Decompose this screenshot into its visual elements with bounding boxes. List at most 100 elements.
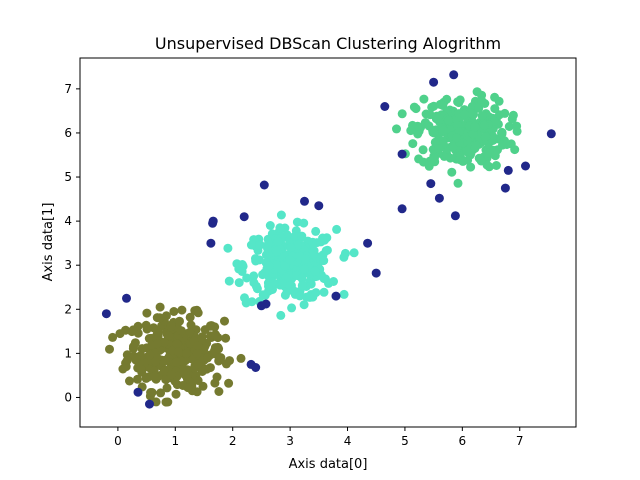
cluster-2-point xyxy=(319,287,329,297)
noise-point xyxy=(426,179,436,189)
cluster-2-point xyxy=(242,273,252,283)
y-tick-label: 3 xyxy=(64,258,72,272)
cluster-1-point xyxy=(142,308,152,318)
noise-point xyxy=(500,183,510,193)
cluster-2-point xyxy=(272,260,282,270)
cluster-2-point xyxy=(246,240,256,250)
cluster-3-point xyxy=(491,161,501,170)
cluster-1-point xyxy=(142,324,152,334)
cluster-1-point xyxy=(136,364,146,374)
x-tick-label: 7 xyxy=(516,434,524,448)
noise-point xyxy=(206,238,216,248)
noise-point xyxy=(133,387,143,397)
cluster-2-point xyxy=(299,300,309,310)
cluster-1-point xyxy=(225,356,234,366)
cluster-1-point xyxy=(183,383,193,393)
cluster-1-point xyxy=(155,302,165,312)
x-tick-label: 5 xyxy=(401,434,409,448)
cluster-2-point xyxy=(310,266,320,276)
cluster-2-point xyxy=(237,267,247,276)
y-tick-label: 1 xyxy=(64,346,72,360)
cluster-2-point xyxy=(273,237,283,246)
cluster-2-point xyxy=(297,231,307,241)
cluster-2-point xyxy=(275,223,285,233)
cluster-2-point xyxy=(319,274,329,283)
cluster-2-point xyxy=(254,240,264,250)
noise-point xyxy=(208,216,218,226)
cluster-1-point xyxy=(166,322,176,332)
cluster-2-point xyxy=(299,218,309,228)
cluster-3-point xyxy=(512,121,522,131)
cluster-1-point xyxy=(138,344,147,354)
cluster-3-point xyxy=(490,92,500,102)
cluster-2-point xyxy=(264,281,273,291)
cluster-3-point xyxy=(453,178,463,188)
cluster-2-point xyxy=(287,303,297,313)
cluster-1-point xyxy=(224,378,234,388)
cluster-1-point xyxy=(193,359,203,369)
cluster-3-point xyxy=(414,154,424,164)
cluster-3-point xyxy=(508,110,518,120)
cluster-2-point xyxy=(276,210,286,220)
cluster-1-point xyxy=(220,316,229,326)
cluster-3-point xyxy=(466,162,476,172)
cluster-1-point xyxy=(169,307,179,316)
chart-title: Unsupervised DBScan Clustering Alogrithm xyxy=(155,34,501,53)
cluster-3-point xyxy=(458,156,468,166)
cluster-3-point xyxy=(452,133,461,143)
cluster-3-point xyxy=(424,161,434,171)
noise-point xyxy=(450,211,460,221)
cluster-3-point xyxy=(445,153,455,163)
cluster-2-point xyxy=(223,243,233,253)
cluster-2-point xyxy=(316,237,326,247)
noise-point xyxy=(101,309,111,319)
cluster-1-point xyxy=(105,344,114,354)
x-tick-label: 1 xyxy=(171,434,179,448)
cluster-3-point xyxy=(406,126,416,136)
noise-point xyxy=(449,70,459,80)
noise-point xyxy=(300,196,309,206)
cluster-2-point xyxy=(281,272,291,282)
cluster-1-point xyxy=(175,316,184,326)
cluster-1-point xyxy=(192,349,202,358)
noise-point xyxy=(397,149,407,159)
cluster-3-point xyxy=(471,141,481,151)
cluster-3-point xyxy=(490,104,500,114)
plot-frame xyxy=(79,57,577,428)
cluster-2-point xyxy=(290,232,299,241)
cluster-2-point xyxy=(280,261,290,271)
cluster-1-point xyxy=(193,308,203,318)
cluster-1-point xyxy=(162,383,172,393)
cluster-2-point xyxy=(264,261,274,271)
cluster-2-point xyxy=(265,221,275,230)
cluster-1-point xyxy=(131,354,141,364)
cluster-3-point xyxy=(443,115,453,125)
cluster-1-point xyxy=(129,342,138,351)
cluster-3-point xyxy=(439,125,448,135)
cluster-1-point xyxy=(213,333,223,343)
cluster-3-point xyxy=(479,120,489,130)
noise-point xyxy=(503,165,513,175)
cluster-3-point xyxy=(460,109,469,119)
cluster-2-point xyxy=(263,243,272,253)
y-axis: 0 1 2 3 4 5 6 7 xyxy=(64,82,80,404)
cluster-2-point xyxy=(297,274,307,283)
cluster-1-point xyxy=(193,341,203,351)
cluster-2-point xyxy=(247,297,257,307)
cluster-3-point xyxy=(510,145,520,155)
cluster-3-point xyxy=(504,122,514,131)
cluster-3-point xyxy=(448,142,458,152)
cluster-3-point xyxy=(418,145,428,155)
cluster-1-point xyxy=(145,350,155,360)
cluster-2-point xyxy=(224,276,234,286)
cluster-2-point xyxy=(349,248,359,258)
cluster-1-point xyxy=(206,321,215,331)
cluster-2-point xyxy=(286,243,296,253)
cluster-2-point xyxy=(329,277,338,286)
cluster-1-point xyxy=(108,332,118,342)
y-tick-label: 2 xyxy=(64,302,72,316)
cluster-2-point xyxy=(322,245,332,255)
cluster-2-point xyxy=(311,288,321,298)
noise-point xyxy=(397,204,407,214)
cluster-1-point xyxy=(176,326,186,336)
